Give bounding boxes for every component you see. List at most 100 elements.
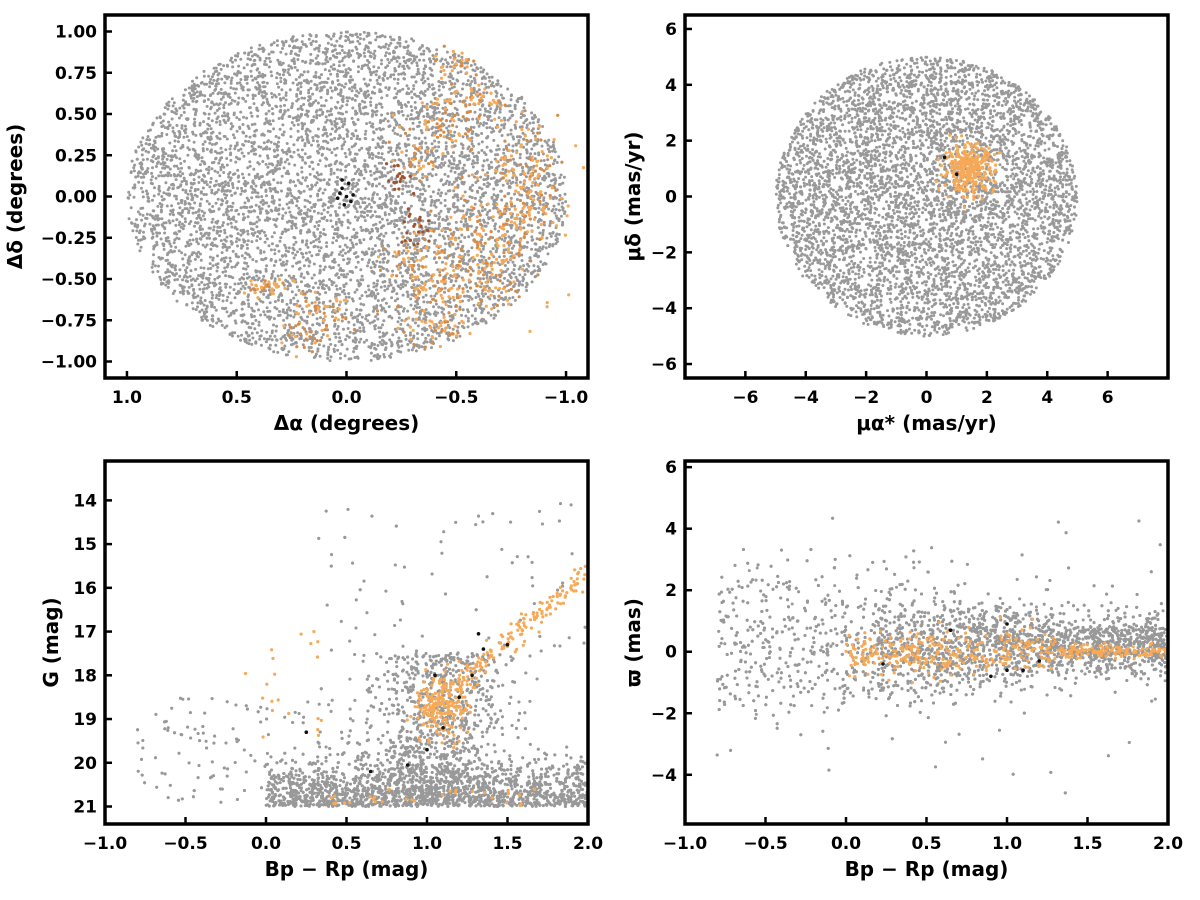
point-field (425, 114, 429, 118)
point-field (518, 220, 522, 223)
point-field (326, 353, 330, 357)
point-field (168, 141, 172, 145)
point-field (512, 157, 515, 161)
point-field (380, 152, 384, 156)
point-field (554, 242, 558, 246)
point-field (267, 204, 271, 208)
point-field (393, 327, 397, 331)
point-field (241, 123, 245, 126)
point-field (189, 220, 193, 223)
point-field (426, 272, 430, 276)
point-field (391, 129, 395, 132)
point-field (489, 160, 493, 164)
point-field (318, 44, 322, 48)
point-field (538, 246, 542, 249)
point-field (344, 164, 348, 168)
point-field (289, 343, 293, 347)
point-field (407, 87, 410, 91)
point-field (279, 108, 283, 112)
point-field (175, 272, 178, 276)
point-field (136, 171, 140, 175)
point-field (391, 269, 395, 273)
point-field (330, 251, 334, 255)
point-field (340, 147, 344, 151)
point-field (178, 274, 182, 278)
point-field (398, 36, 402, 40)
point-field (344, 71, 348, 74)
point-field (265, 237, 269, 241)
point-field (274, 329, 278, 333)
point-field (191, 206, 195, 210)
point-field (166, 268, 170, 272)
point-field (374, 73, 378, 77)
point-field (188, 238, 192, 242)
point-field (404, 337, 408, 341)
point-field (183, 253, 187, 257)
point-field (159, 121, 163, 125)
point-field (543, 139, 547, 143)
point-field (448, 180, 452, 184)
point-field (303, 152, 307, 156)
point-field (428, 286, 432, 290)
point-field (374, 170, 378, 174)
point-field (450, 182, 454, 186)
point-field (154, 176, 158, 180)
point-field (329, 65, 333, 69)
point-field (437, 140, 441, 144)
point-field (354, 33, 358, 36)
point-field (217, 72, 221, 75)
point-field (376, 136, 380, 140)
point-field (161, 119, 165, 123)
point-field (553, 150, 557, 154)
point-field (480, 292, 484, 296)
point-field (285, 202, 289, 206)
point-field (221, 224, 225, 227)
point-field (339, 94, 343, 98)
point-field (406, 170, 410, 174)
point-field (472, 303, 476, 307)
point-field (377, 156, 381, 159)
point-field (374, 222, 378, 226)
point-field (316, 163, 320, 166)
point-field (424, 141, 428, 145)
point-field (255, 331, 259, 335)
point-field (401, 87, 405, 91)
point-field (242, 115, 245, 119)
point-field (292, 243, 296, 247)
point-field (337, 253, 341, 256)
point-field (473, 258, 477, 262)
point-field (403, 210, 407, 214)
point-field (272, 317, 276, 321)
point-field (368, 153, 372, 157)
point-field (378, 260, 382, 264)
point-field (216, 197, 220, 201)
point-field (299, 92, 302, 95)
point-field (489, 149, 493, 153)
point-field (154, 135, 158, 139)
point-field (240, 254, 244, 258)
point-field (536, 269, 540, 273)
point-field (452, 189, 456, 193)
point-field (418, 306, 421, 309)
point-field (479, 175, 483, 179)
point-field (179, 113, 183, 117)
point-field (452, 134, 456, 138)
point-field (373, 164, 377, 168)
point-field (385, 218, 389, 222)
point-field (447, 276, 451, 280)
point-field (457, 54, 461, 58)
point-field (472, 144, 475, 148)
point-field (514, 275, 518, 279)
point-field (436, 106, 439, 110)
point-field (522, 145, 526, 149)
point-field (325, 134, 329, 138)
point-field (536, 265, 540, 269)
point-field (199, 216, 202, 220)
point-field (148, 222, 152, 226)
point-field (405, 84, 409, 88)
point-field (239, 233, 243, 237)
point-field (363, 219, 367, 223)
point-field (248, 164, 252, 168)
point-field (443, 290, 446, 294)
point-field (174, 178, 178, 182)
